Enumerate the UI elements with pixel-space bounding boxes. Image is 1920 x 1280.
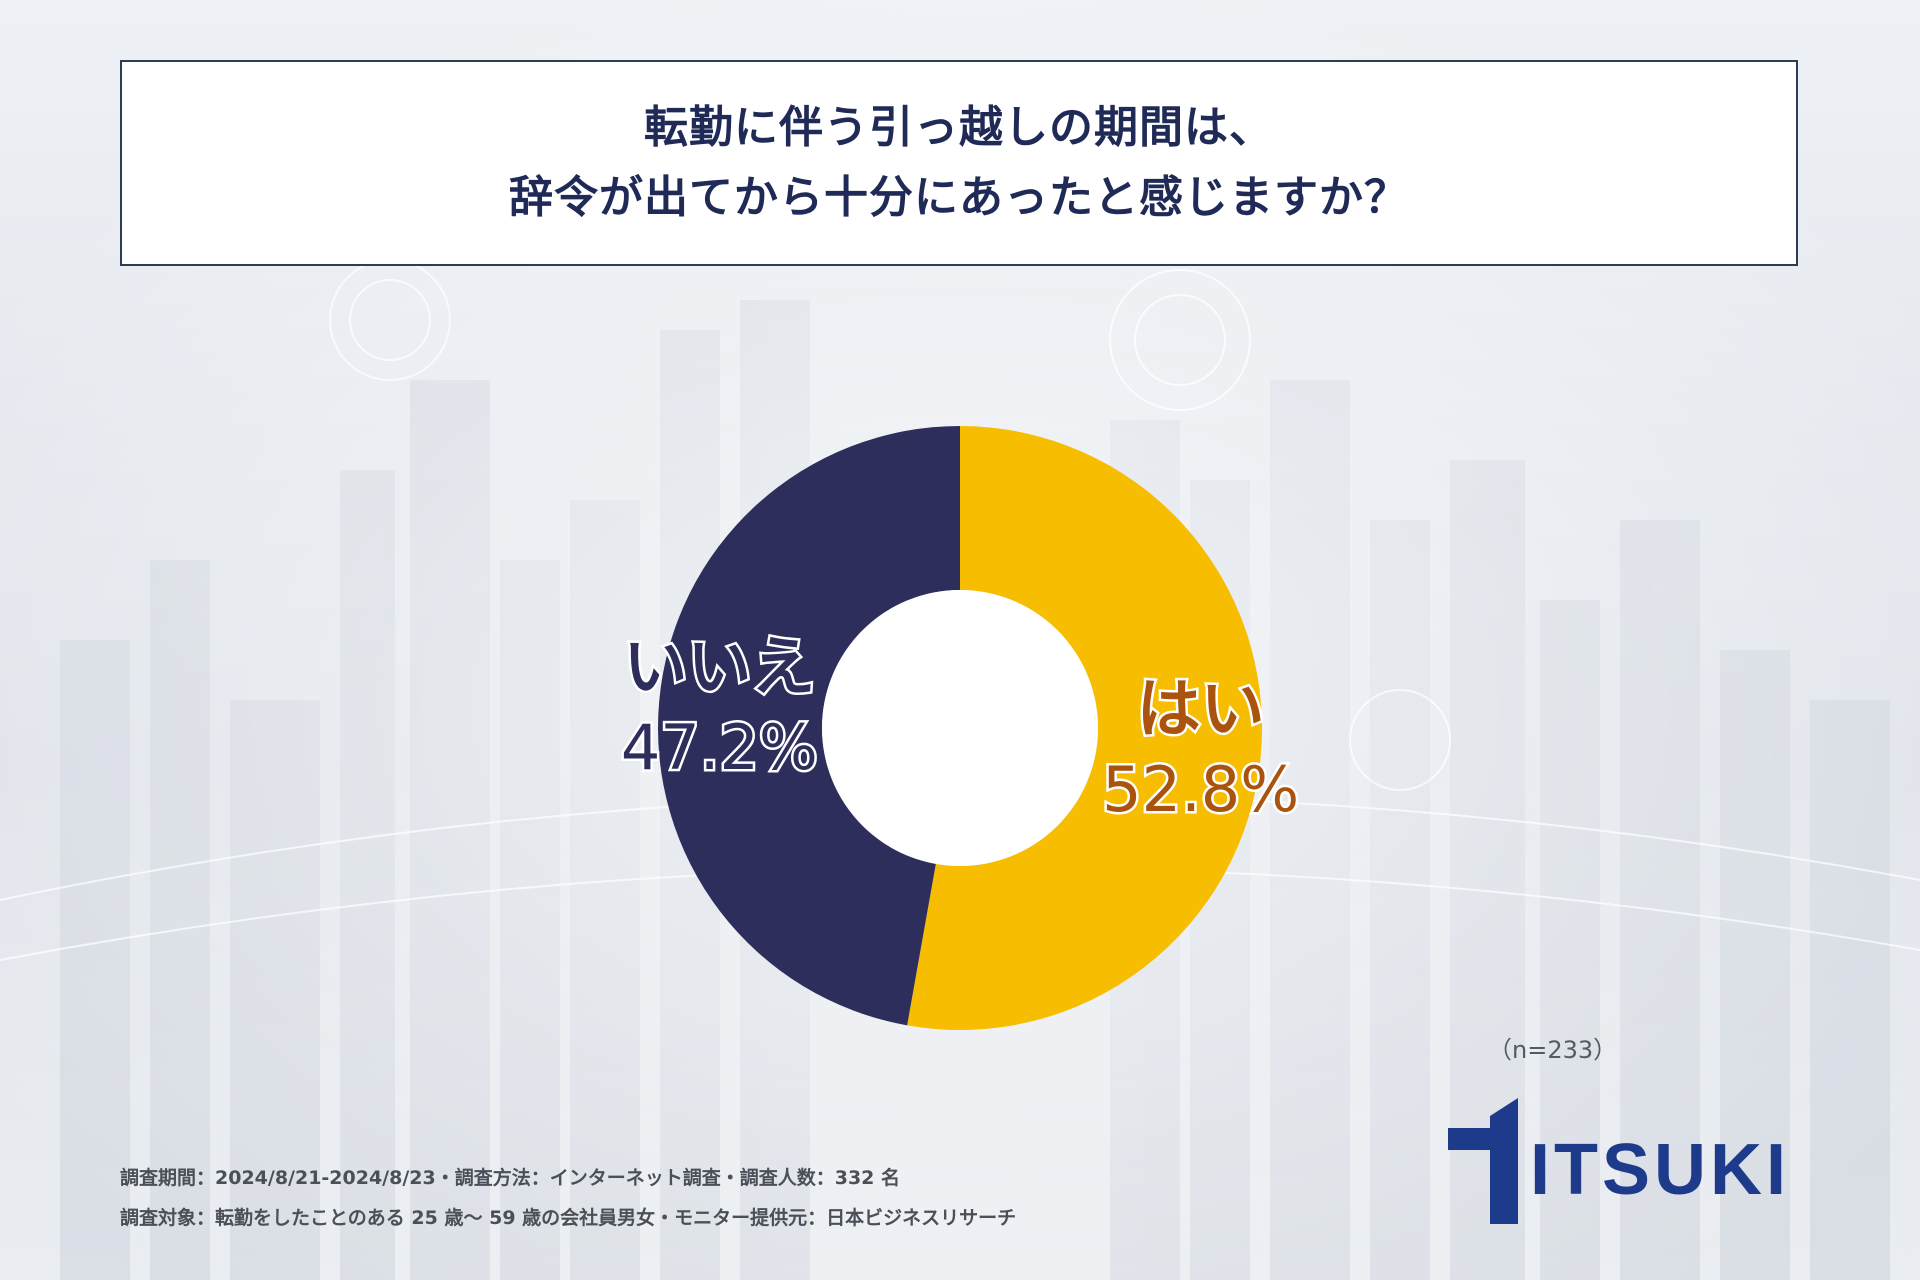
title-line-2: 辞令が出てから十分にあったと感じますか？ bbox=[509, 172, 1409, 223]
logo-text: ITSUKI bbox=[1530, 1130, 1790, 1210]
survey-footer: 調査期間：2024/8/21-2024/8/23・調査方法：インターネット調査・… bbox=[120, 1158, 1016, 1238]
survey-footer-line-2: 調査対象：転勤をしたことのある 25 歳〜 59 歳の会社員男女・モニター提供元… bbox=[120, 1207, 1017, 1229]
survey-footer-line-1: 調査期間：2024/8/21-2024/8/23・調査方法：インターネット調査・… bbox=[120, 1167, 901, 1189]
donut-slice-1 bbox=[658, 426, 960, 1026]
slice-value-0: 52.8% bbox=[1102, 753, 1299, 826]
itsuki-logo: ITSUKI bbox=[1448, 1098, 1790, 1224]
donut-slice-0 bbox=[907, 426, 1263, 1030]
title-box: 転勤に伴う引っ越しの期間は、 辞令が出てから十分にあったと感じますか？ bbox=[120, 60, 1798, 266]
sample-size-note: （n=233） bbox=[1488, 1036, 1618, 1064]
logo-mark-icon bbox=[1448, 1098, 1518, 1224]
slice-label-0: はい bbox=[1137, 673, 1265, 747]
slice-value-1: 47.2% bbox=[621, 711, 818, 784]
title-line-1: 転勤に伴う引っ越しの期間は、 bbox=[644, 102, 1274, 153]
slice-label-1: いいえ bbox=[623, 631, 815, 705]
donut-hole bbox=[822, 590, 1098, 866]
